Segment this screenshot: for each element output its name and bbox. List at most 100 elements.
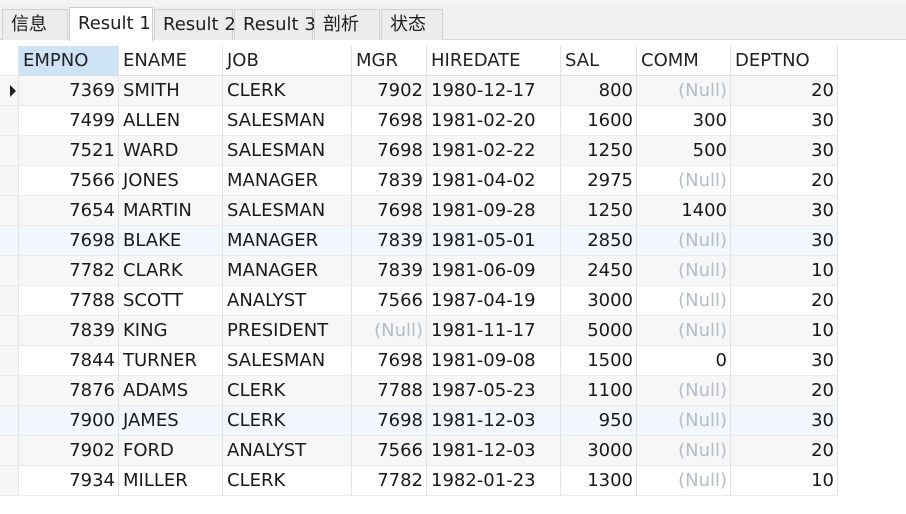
cell-deptno[interactable]: 10 [731,256,838,286]
cell-deptno[interactable]: 20 [731,436,838,466]
cell-empno[interactable]: 7654 [19,196,119,226]
cell-comm[interactable]: 1400 [637,196,731,226]
cell-deptno[interactable]: 30 [731,106,838,136]
cell-ename[interactable]: CLARK [119,256,223,286]
cell-empno[interactable]: 7900 [19,406,119,436]
tab-profile[interactable]: 剖析 [314,9,380,40]
cell-hiredate[interactable]: 1981-06-09 [427,256,561,286]
tab-result-1[interactable]: Result 1 [69,7,153,41]
row-indicator[interactable] [0,286,19,316]
table-row[interactable]: 7902 FORD ANALYST 7566 1981-12-03 3000 (Null) 2… [0,436,838,466]
row-indicator[interactable] [0,76,19,106]
cell-deptno[interactable]: 30 [731,196,838,226]
cell-hiredate[interactable]: 1981-02-22 [427,136,561,166]
cell-comm[interactable]: (Null) [637,376,731,406]
cell-sal[interactable]: 950 [561,406,637,436]
column-header-sal[interactable]: SAL [561,46,637,76]
table-row[interactable]: 7521 WARD SALESMAN 7698 1981-02-22 1250 500 30 [0,136,838,166]
tab-info[interactable]: 信息 [2,9,68,40]
cell-empno[interactable]: 7698 [19,226,119,256]
cell-sal[interactable]: 2450 [561,256,637,286]
cell-deptno[interactable]: 30 [731,136,838,166]
cell-comm[interactable]: (Null) [637,436,731,466]
cell-sal[interactable]: 2850 [561,226,637,256]
cell-empno[interactable]: 7876 [19,376,119,406]
row-indicator[interactable] [0,406,19,436]
cell-hiredate[interactable]: 1981-12-03 [427,436,561,466]
cell-mgr[interactable]: 7782 [352,466,427,496]
cell-deptno[interactable]: 20 [731,376,838,406]
cell-ename[interactable]: JONES [119,166,223,196]
cell-empno[interactable]: 7782 [19,256,119,286]
row-indicator[interactable] [0,376,19,406]
cell-empno[interactable]: 7902 [19,436,119,466]
cell-hiredate[interactable]: 1987-04-19 [427,286,561,316]
cell-hiredate[interactable]: 1987-05-23 [427,376,561,406]
row-indicator[interactable] [0,316,19,346]
cell-comm[interactable]: (Null) [637,316,731,346]
table-row[interactable]: 7369 SMITH CLERK 7902 1980-12-17 800 (Null) 20 [0,76,838,106]
cell-comm[interactable]: (Null) [637,76,731,106]
cell-comm[interactable]: (Null) [637,406,731,436]
row-indicator[interactable] [0,196,19,226]
cell-hiredate[interactable]: 1981-04-02 [427,166,561,196]
cell-hiredate[interactable]: 1981-09-08 [427,346,561,376]
table-row[interactable]: 7566 JONES MANAGER 7839 1981-04-02 2975 (Null)… [0,166,838,196]
cell-mgr[interactable]: 7839 [352,226,427,256]
column-header-comm[interactable]: COMM [637,46,731,76]
cell-deptno[interactable]: 20 [731,286,838,316]
column-header-deptno[interactable]: DEPTNO [731,46,838,76]
cell-ename[interactable]: TURNER [119,346,223,376]
cell-job[interactable]: SALESMAN [223,346,352,376]
cell-job[interactable]: SALESMAN [223,106,352,136]
cell-hiredate[interactable]: 1981-09-28 [427,196,561,226]
tab-status[interactable]: 状态 [381,9,443,40]
cell-sal[interactable]: 5000 [561,316,637,346]
table-row[interactable]: 7788 SCOTT ANALYST 7566 1987-04-19 3000 (Null)… [0,286,838,316]
column-header-mgr[interactable]: MGR [352,46,427,76]
cell-comm[interactable]: 500 [637,136,731,166]
cell-job[interactable]: CLERK [223,376,352,406]
cell-sal[interactable]: 1100 [561,376,637,406]
cell-hiredate[interactable]: 1980-12-17 [427,76,561,106]
row-indicator[interactable] [0,466,19,496]
cell-ename[interactable]: SMITH [119,76,223,106]
cell-empno[interactable]: 7844 [19,346,119,376]
row-indicator[interactable] [0,256,19,286]
cell-comm[interactable]: (Null) [637,286,731,316]
cell-mgr[interactable]: 7698 [352,346,427,376]
cell-job[interactable]: CLERK [223,466,352,496]
cell-deptno[interactable]: 30 [731,346,838,376]
table-row[interactable]: 7499 ALLEN SALESMAN 7698 1981-02-20 1600 300 30 [0,106,838,136]
cell-hiredate[interactable]: 1981-11-17 [427,316,561,346]
cell-mgr[interactable]: 7788 [352,376,427,406]
cell-deptno[interactable]: 20 [731,76,838,106]
table-row[interactable]: 7654 MARTIN SALESMAN 7698 1981-09-28 1250 1400… [0,196,838,226]
cell-comm[interactable]: (Null) [637,226,731,256]
row-indicator[interactable] [0,106,19,136]
cell-hiredate[interactable]: 1981-05-01 [427,226,561,256]
tab-result-2[interactable]: Result 2 [154,9,236,40]
cell-empno[interactable]: 7521 [19,136,119,166]
cell-sal[interactable]: 1600 [561,106,637,136]
cell-comm[interactable]: 0 [637,346,731,376]
cell-sal[interactable]: 1300 [561,466,637,496]
cell-deptno[interactable]: 20 [731,166,838,196]
cell-sal[interactable]: 1250 [561,196,637,226]
cell-mgr[interactable]: 7566 [352,436,427,466]
cell-ename[interactable]: WARD [119,136,223,166]
table-row[interactable]: 7900 JAMES CLERK 7698 1981-12-03 950 (Null) 30 [0,406,838,436]
cell-ename[interactable]: ADAMS [119,376,223,406]
cell-sal[interactable]: 2975 [561,166,637,196]
cell-empno[interactable]: 7934 [19,466,119,496]
cell-mgr[interactable]: 7839 [352,256,427,286]
cell-mgr[interactable]: 7698 [352,136,427,166]
column-header-ename[interactable]: ENAME [119,46,223,76]
cell-mgr[interactable]: 7698 [352,196,427,226]
cell-empno[interactable]: 7566 [19,166,119,196]
cell-empno[interactable]: 7788 [19,286,119,316]
cell-comm[interactable]: 300 [637,106,731,136]
cell-ename[interactable]: JAMES [119,406,223,436]
cell-mgr[interactable]: 7698 [352,406,427,436]
column-header-job[interactable]: JOB [223,46,352,76]
